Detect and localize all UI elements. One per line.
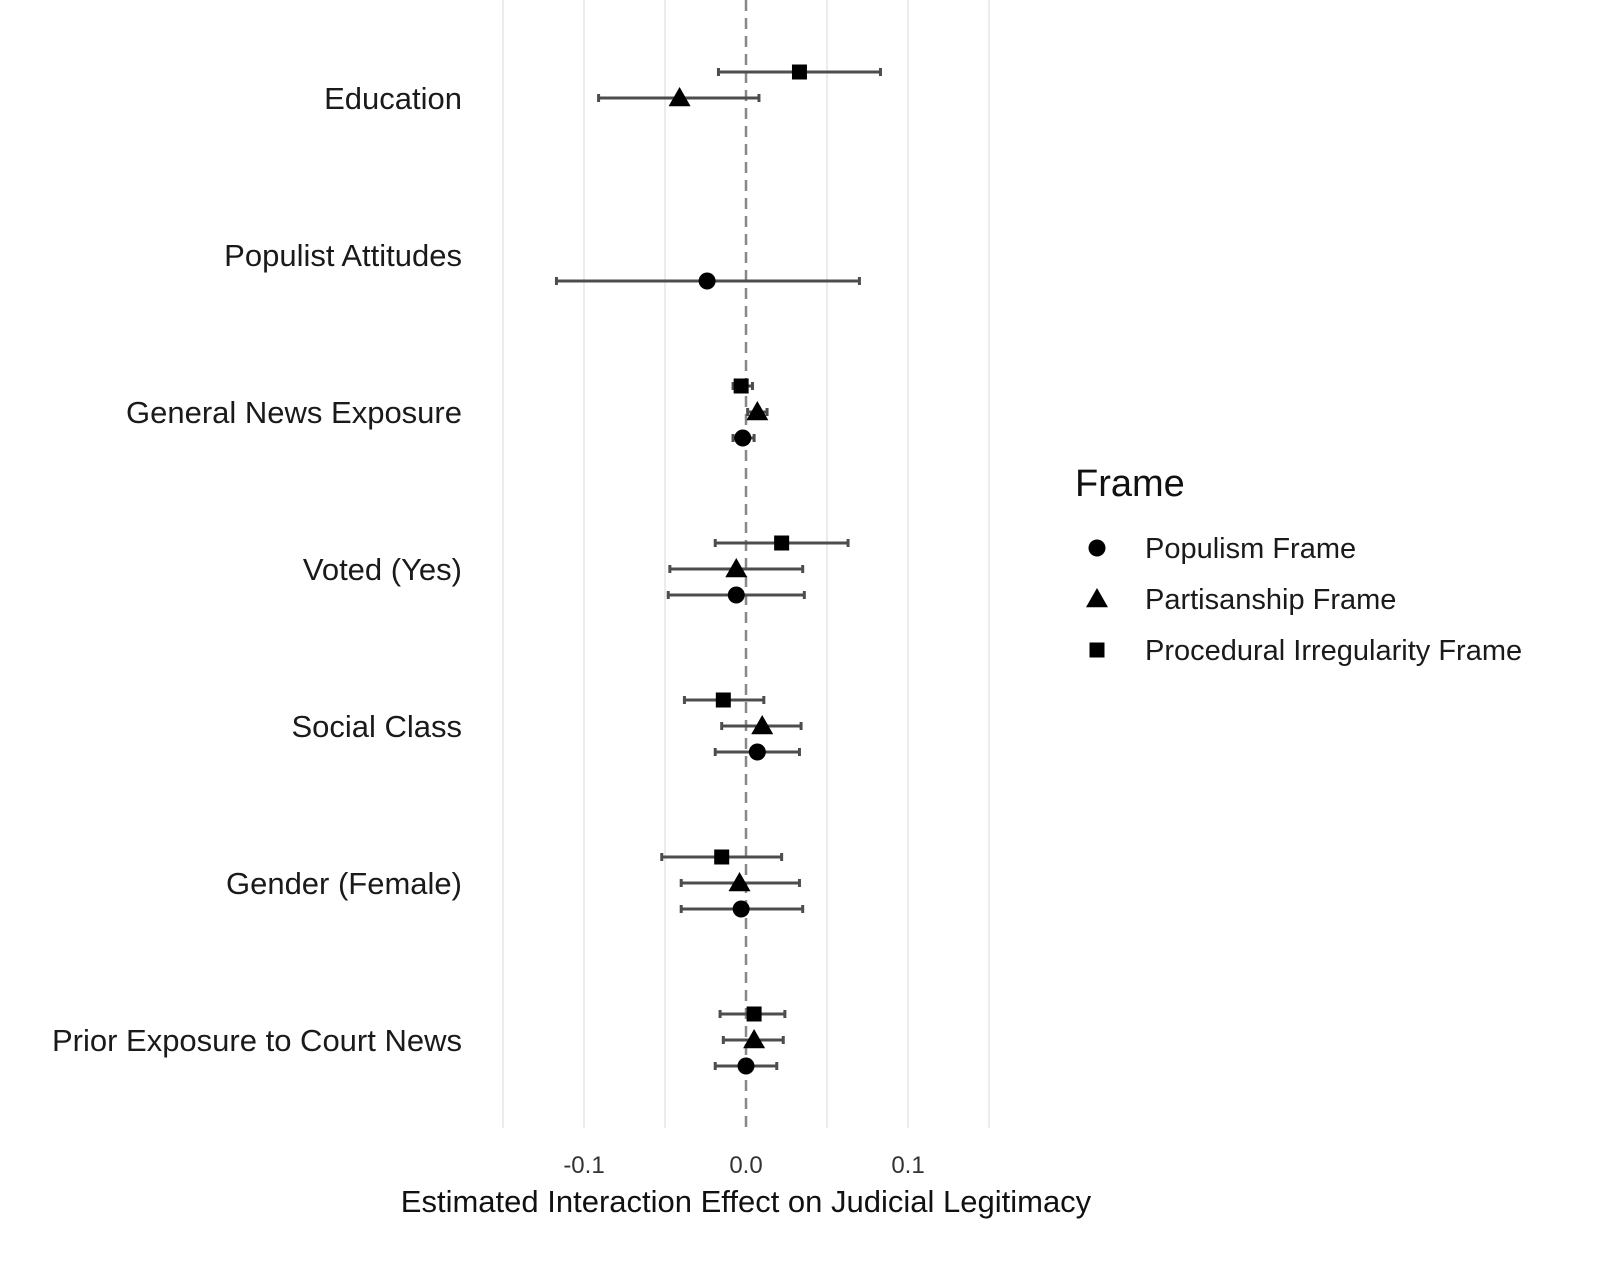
circle-marker <box>732 900 750 918</box>
triangle-marker <box>668 87 691 107</box>
legend-label: Populism Frame <box>1145 533 1356 565</box>
square-marker <box>791 64 807 80</box>
category-label: Gender (Female) <box>226 866 462 901</box>
x-tick-label: -0.1 <box>563 1152 604 1179</box>
x-tick-label: 0.0 <box>729 1152 762 1179</box>
x-axis-tick-labels: -0.1 0.0 0.1 <box>563 1152 924 1179</box>
point-estimates <box>668 64 807 1075</box>
triangle-marker <box>1086 588 1108 608</box>
square-marker <box>715 692 731 708</box>
grid-lines <box>502 0 990 1128</box>
square-marker <box>1089 642 1105 658</box>
square-marker <box>733 378 749 394</box>
legend-label: Procedural Irregularity Frame <box>1145 635 1522 667</box>
square-marker <box>774 535 790 551</box>
square-marker <box>714 849 730 865</box>
category-label: Prior Exposure to Court News <box>52 1023 462 1058</box>
legend-item: Populism Frame <box>1088 533 1356 565</box>
circle-marker <box>734 429 752 447</box>
triangle-marker <box>746 401 769 421</box>
legend-title: Frame <box>1075 463 1185 505</box>
category-label: Education <box>324 81 462 116</box>
triangle-marker <box>728 872 751 892</box>
error-bars <box>554 68 882 1070</box>
legend-item: Procedural Irregularity Frame <box>1089 635 1522 667</box>
category-label: Voted (Yes) <box>303 552 462 587</box>
x-tick-label: 0.1 <box>891 1152 924 1179</box>
triangle-marker <box>743 1029 766 1049</box>
category-label: Populist Attitudes <box>224 238 462 273</box>
legend-item: Partisanship Frame <box>1086 584 1396 616</box>
legend: Frame Populism Frame Partisanship Frame Pr… <box>1075 463 1522 667</box>
legend-label: Partisanship Frame <box>1145 584 1396 616</box>
category-label: General News Exposure <box>126 395 462 430</box>
circle-marker <box>1088 539 1106 557</box>
circle-marker <box>737 1057 755 1075</box>
y-axis-category-labels: Education Populist Attitudes General News … <box>52 81 462 1058</box>
square-marker <box>746 1006 762 1022</box>
triangle-marker <box>751 715 774 735</box>
circle-marker <box>727 586 745 604</box>
category-label: Social Class <box>291 709 462 744</box>
circle-marker <box>698 272 716 290</box>
x-axis-title: Estimated Interaction Effect on Judicial… <box>401 1184 1092 1219</box>
circle-marker <box>748 743 766 761</box>
triangle-marker <box>725 558 748 578</box>
